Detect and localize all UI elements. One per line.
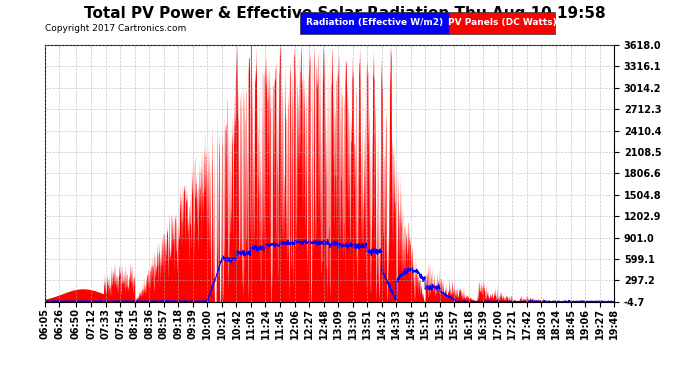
Text: Copyright 2017 Cartronics.com: Copyright 2017 Cartronics.com [45,24,186,33]
Text: PV Panels (DC Watts): PV Panels (DC Watts) [448,18,556,27]
Text: Total PV Power & Effective Solar Radiation Thu Aug 10 19:58: Total PV Power & Effective Solar Radiati… [84,6,606,21]
Text: Radiation (Effective W/m2): Radiation (Effective W/m2) [306,18,443,27]
